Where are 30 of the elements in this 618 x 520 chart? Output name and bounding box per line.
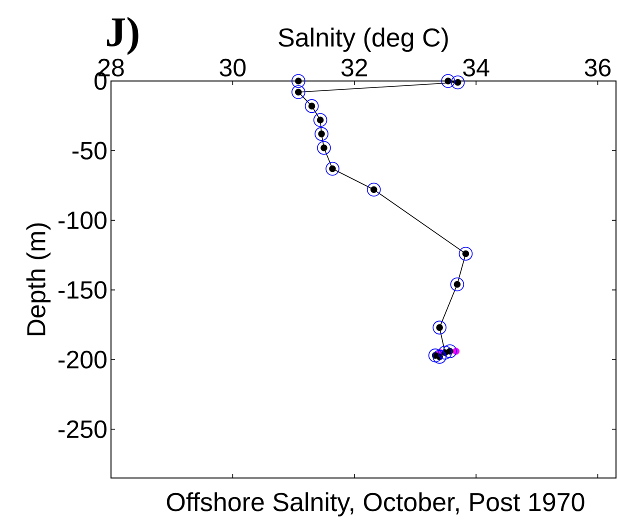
x-axis-title: Salnity (deg C) [278, 28, 448, 52]
point [292, 85, 306, 100]
point [292, 74, 306, 88]
text: J) [107, 16, 138, 55]
y-axis-title: Depth (m) [26, 223, 51, 336]
text: Offshore Salnity, October, Post 1970 [166, 492, 584, 516]
point [450, 277, 464, 292]
point [432, 320, 446, 334]
x-tick-label: 36 [584, 58, 611, 76]
point [428, 348, 442, 362]
y-tick-label: -250 [58, 420, 106, 438]
x-tick-label: 34 [463, 58, 490, 76]
point [432, 350, 446, 364]
point [450, 75, 465, 90]
y-tick-label: -50 [72, 142, 106, 160]
point [438, 346, 452, 360]
point [458, 246, 473, 261]
y-tick-label: -200 [58, 350, 106, 368]
point [441, 74, 455, 88]
point [443, 344, 457, 358]
point [317, 140, 331, 155]
x-tick-label: 32 [341, 58, 368, 76]
point [366, 182, 381, 197]
y-tick-label: -150 [58, 281, 106, 299]
point [314, 127, 328, 141]
point [304, 99, 319, 113]
point [326, 162, 340, 176]
point [313, 113, 328, 127]
y-tick-label: -100 [58, 211, 106, 230]
x-tick-label: 30 [220, 58, 246, 76]
